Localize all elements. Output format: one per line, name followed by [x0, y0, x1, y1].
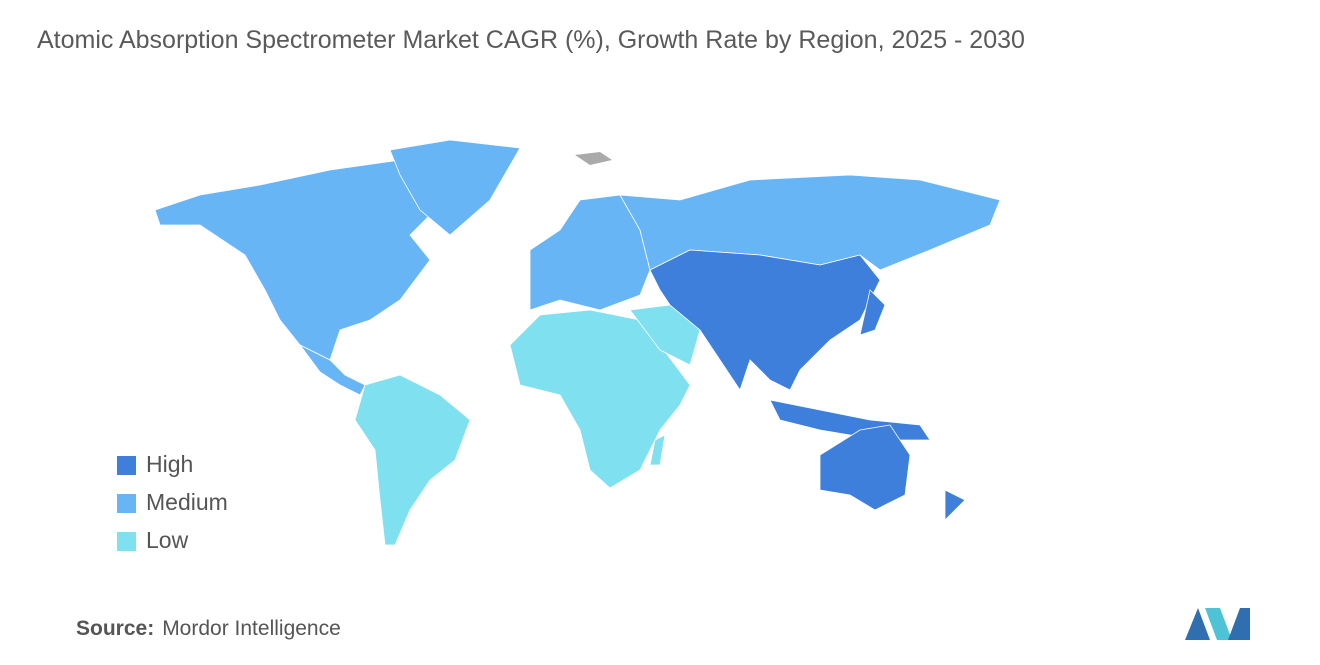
legend-label: Low	[146, 527, 189, 553]
asia	[649, 249, 881, 391]
africa	[509, 309, 691, 489]
source: Source: Mordor Intelligence	[76, 617, 341, 640]
europe	[529, 194, 651, 311]
world-map	[154, 139, 1001, 546]
logo	[1185, 608, 1250, 640]
legend: High Medium Low	[117, 451, 228, 553]
southeast-asia-islands	[769, 399, 931, 441]
no-data-region	[575, 152, 612, 165]
legend-label: Medium	[146, 489, 228, 515]
legend-swatch	[117, 456, 136, 475]
south-america	[354, 374, 471, 546]
central-america	[299, 344, 366, 396]
legend-label: High	[146, 451, 193, 477]
new-zealand	[944, 489, 966, 521]
japan	[859, 289, 886, 336]
greenland	[389, 139, 521, 236]
madagascar	[649, 434, 666, 466]
source-label: Source:	[76, 617, 154, 640]
source-text: Mordor Intelligence	[162, 617, 341, 640]
title: Atomic Absorption Spectrometer Market CA…	[37, 26, 1025, 54]
north-america	[154, 159, 471, 361]
legend-swatch	[117, 494, 136, 513]
legend-swatch	[117, 532, 136, 551]
australia	[819, 424, 911, 511]
russia	[619, 174, 1001, 271]
middle-east	[629, 304, 701, 366]
